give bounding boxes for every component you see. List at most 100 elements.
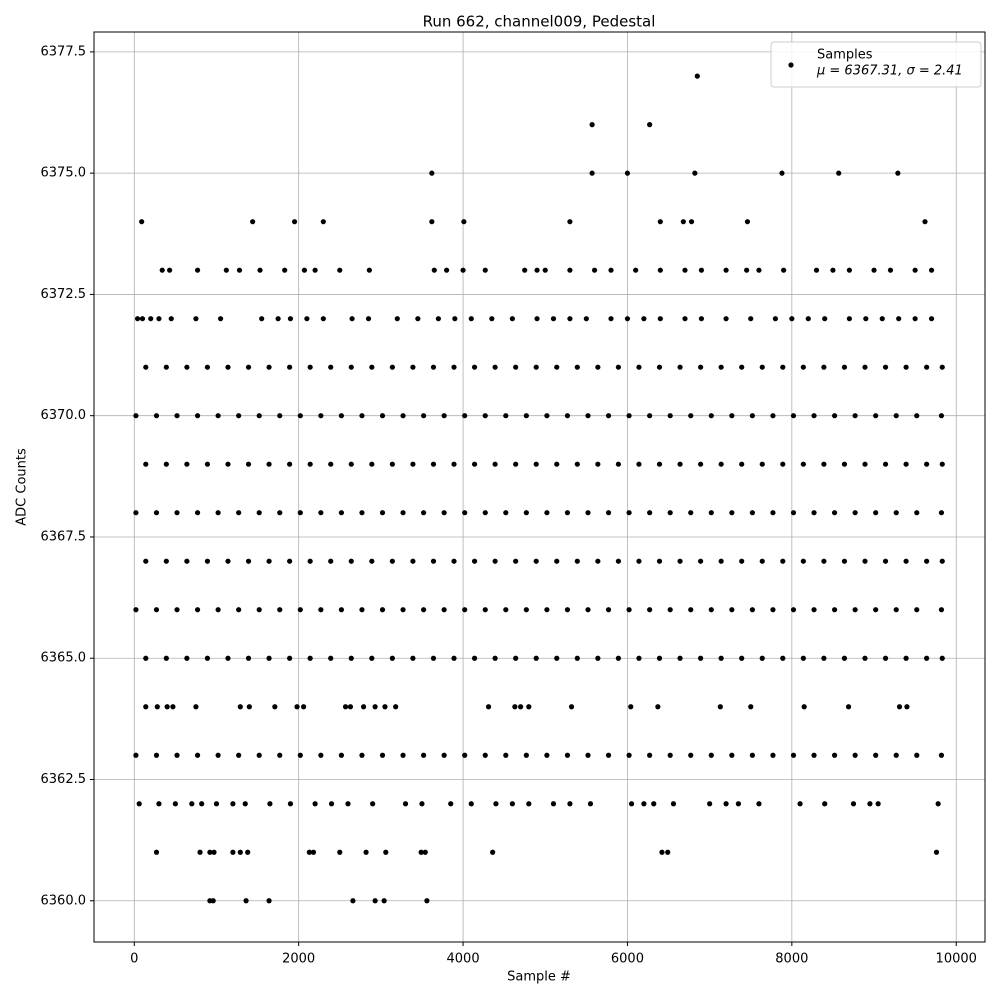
point <box>143 461 149 467</box>
point <box>379 510 386 516</box>
point <box>534 267 540 273</box>
point <box>482 413 488 419</box>
point <box>503 510 509 516</box>
point <box>287 461 293 467</box>
point <box>831 413 838 419</box>
point <box>882 655 889 661</box>
point <box>708 510 714 516</box>
point <box>424 898 430 904</box>
point <box>688 607 694 613</box>
point <box>194 267 201 273</box>
point <box>174 413 180 419</box>
point <box>153 607 160 613</box>
point <box>297 752 303 758</box>
point <box>266 364 272 370</box>
point <box>739 461 745 467</box>
point <box>482 607 488 613</box>
point <box>811 607 817 613</box>
point <box>928 267 935 273</box>
point <box>852 413 858 419</box>
point <box>624 170 631 176</box>
point <box>256 607 262 613</box>
point <box>304 316 310 322</box>
point <box>723 801 729 807</box>
point <box>277 413 283 419</box>
y-axis-label: ADC Counts <box>15 448 30 526</box>
point <box>410 364 416 370</box>
point <box>338 510 345 516</box>
point <box>822 316 828 322</box>
point <box>435 316 441 322</box>
point <box>677 558 683 564</box>
point <box>585 510 591 516</box>
point <box>800 461 806 467</box>
point <box>526 801 532 807</box>
point <box>554 558 560 564</box>
point <box>170 704 176 710</box>
point <box>287 801 294 807</box>
point <box>550 316 557 322</box>
point <box>421 413 427 419</box>
point <box>688 219 695 225</box>
point <box>441 607 447 613</box>
point <box>471 655 478 661</box>
point <box>489 316 495 322</box>
point <box>667 413 673 419</box>
point <box>256 413 262 419</box>
point <box>756 267 762 273</box>
y-tick-label: 6360.0 <box>41 893 87 908</box>
point <box>554 655 560 661</box>
point <box>626 413 632 419</box>
point <box>862 558 868 564</box>
point <box>647 752 653 758</box>
point <box>318 413 324 419</box>
point <box>291 219 298 225</box>
point <box>903 558 909 564</box>
point <box>852 510 858 516</box>
point <box>379 607 386 613</box>
point <box>694 73 700 79</box>
point <box>369 461 375 467</box>
point <box>143 655 149 661</box>
point <box>756 801 762 807</box>
point <box>277 607 283 613</box>
point <box>136 801 142 807</box>
point <box>924 655 930 661</box>
point <box>780 558 786 564</box>
point <box>174 510 180 516</box>
x-tick-label: 4000 <box>447 952 480 967</box>
point <box>312 801 318 807</box>
point <box>821 558 827 564</box>
point <box>345 801 351 807</box>
point <box>657 219 663 225</box>
point <box>503 752 509 758</box>
point <box>718 558 724 564</box>
point <box>723 316 729 322</box>
point <box>811 752 817 758</box>
point <box>759 558 765 564</box>
point <box>933 849 940 855</box>
point <box>790 413 797 419</box>
point <box>615 655 622 661</box>
point <box>589 122 595 128</box>
point <box>544 752 550 758</box>
point <box>626 607 632 613</box>
point <box>194 510 201 516</box>
point <box>667 510 673 516</box>
point <box>482 267 488 273</box>
point <box>277 752 283 758</box>
point <box>163 364 169 370</box>
point <box>300 704 307 710</box>
point <box>698 267 705 273</box>
point <box>266 898 272 904</box>
point <box>759 461 765 467</box>
y-tick-label: 6370.0 <box>41 408 87 423</box>
point <box>389 558 395 564</box>
point <box>831 752 838 758</box>
point <box>647 413 653 419</box>
point <box>749 413 755 419</box>
point <box>682 316 688 322</box>
point <box>490 849 496 855</box>
point <box>349 316 355 322</box>
point <box>236 413 242 419</box>
